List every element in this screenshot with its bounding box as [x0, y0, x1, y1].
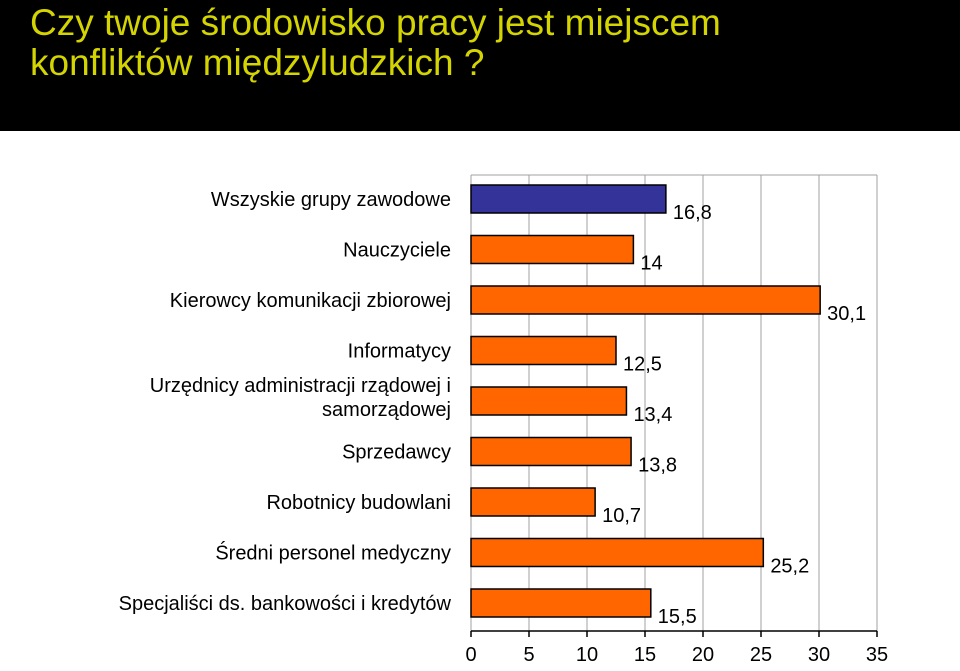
category-label: Nauczyciele: [343, 240, 451, 262]
category-label: Sprzedawcy: [342, 442, 451, 464]
x-tick-label: 25: [750, 644, 772, 666]
bars: [470, 184, 821, 618]
x-axis: 0 5 10 15 20 25 30 35: [465, 630, 888, 666]
bar: [470, 487, 596, 517]
category-label: Specjaliści ds. bankowości i kredytów: [119, 593, 452, 615]
value-label: 13,4: [633, 404, 672, 426]
category-label: Informatycy: [348, 341, 451, 363]
bar: [470, 285, 821, 315]
category-label-line: Urzędnicy administracji rządowej i: [150, 375, 451, 397]
value-label: 25,2: [770, 556, 809, 578]
value-labels: 16,8 14 30,1 12,5 13,4 13,8 10,7 25,2 15,5: [602, 202, 866, 628]
category-label: Wszyskie grupy zawodowe: [211, 189, 451, 211]
bar: [470, 234, 635, 265]
value-label: 10,7: [602, 505, 641, 527]
x-tick-label: 15: [634, 644, 656, 666]
page-title-line-1: Czy twoje środowisko pracy jest miejscem: [30, 2, 721, 43]
value-label: 15,5: [658, 606, 697, 628]
category-labels: Wszyskie grupy zawodowe Nauczyciele Kierow…: [119, 189, 452, 615]
bar: [470, 184, 667, 214]
title-band: Czy twoje środowisko pracy jest miejscem…: [0, 0, 960, 131]
value-label: 30,1: [827, 303, 866, 325]
bar: [470, 537, 765, 568]
category-label: Urzędnicy administracji rządowej i samorz…: [150, 375, 451, 421]
value-label: 13,8: [638, 455, 677, 477]
x-tick-label: 10: [576, 644, 598, 666]
category-label: Kierowcy komunikacji zbiorowej: [170, 290, 451, 312]
x-tick-label: 30: [808, 644, 830, 666]
x-tick-label: 0: [465, 644, 476, 666]
x-tick-label: 35: [866, 644, 888, 666]
x-tick-label: 5: [523, 644, 534, 666]
value-label: 12,5: [623, 354, 662, 376]
category-label: Średni personel medyczny: [215, 541, 451, 565]
bar: [470, 588, 652, 618]
bar-chart: 0 5 10 15 20 25 30 35 Wszyskie grupy zawodowe Na…: [119, 174, 888, 666]
bar: [470, 335, 617, 366]
bar: [470, 386, 628, 416]
category-label-line: samorządowej: [322, 399, 451, 421]
x-tick-label: 20: [692, 644, 714, 666]
page-title-line-2: konfliktów międzyludzkich ?: [30, 42, 485, 83]
value-label: 14: [640, 253, 662, 275]
bar: [470, 436, 632, 467]
category-label: Robotnicy budowlani: [266, 492, 451, 514]
value-label: 16,8: [673, 202, 712, 224]
